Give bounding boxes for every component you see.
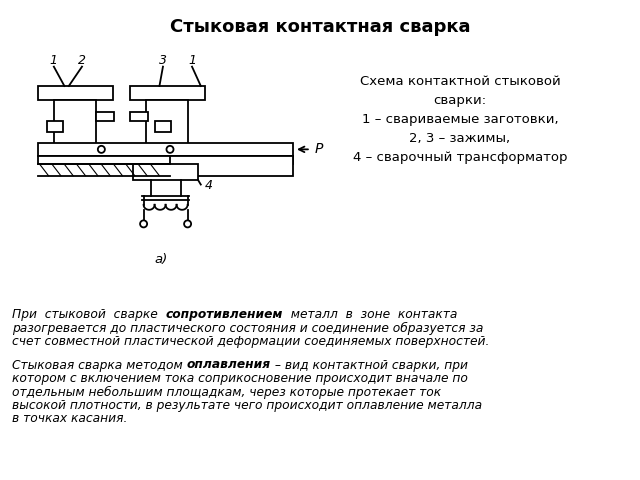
- Bar: [131, 86, 205, 100]
- Bar: [133, 164, 198, 180]
- Text: отдельным небольшим площадкам, через которые протекает ток: отдельным небольшим площадкам, через кот…: [12, 385, 441, 398]
- Text: P: P: [314, 143, 323, 156]
- Bar: [38, 86, 113, 100]
- Bar: [131, 112, 148, 121]
- Text: в точках касания.: в точках касания.: [12, 412, 127, 425]
- Text: разогревается до пластического состояния и соединение образуется за: разогревается до пластического состояния…: [12, 322, 483, 335]
- Bar: [155, 121, 171, 132]
- Text: а): а): [155, 253, 168, 266]
- Text: высокой плотности, в результате чего происходит оплавление металла: высокой плотности, в результате чего про…: [12, 399, 482, 412]
- Text: металл  в  зоне  контакта: металл в зоне контакта: [283, 308, 457, 321]
- Text: оплавления: оплавления: [187, 359, 271, 372]
- Text: котором с включением тока соприкосновение происходит вначале по: котором с включением тока соприкосновени…: [12, 372, 468, 385]
- Text: 1: 1: [188, 54, 196, 67]
- Text: счет совместной пластической деформации соединяемых поверхностей.: счет совместной пластической деформации …: [12, 335, 490, 348]
- Bar: [96, 112, 114, 121]
- Text: 2: 2: [78, 54, 86, 67]
- Text: Стыковая сварка методом: Стыковая сварка методом: [12, 359, 187, 372]
- Text: 3: 3: [159, 54, 167, 67]
- Text: При  стыковой  сварке: При стыковой сварке: [12, 308, 166, 321]
- Circle shape: [140, 220, 147, 228]
- Bar: [47, 121, 63, 132]
- Bar: [170, 156, 293, 176]
- Circle shape: [166, 146, 173, 153]
- Bar: [38, 143, 293, 156]
- Bar: [54, 100, 96, 160]
- Text: – вид контактной сварки, при: – вид контактной сварки, при: [271, 359, 468, 372]
- Circle shape: [98, 146, 105, 153]
- Text: 1: 1: [50, 54, 58, 67]
- Bar: [38, 156, 293, 164]
- Text: Схема контактной стыковой
сварки:
1 – свариваемые заготовки,
2, 3 – зажимы,
4 – : Схема контактной стыковой сварки: 1 – св…: [353, 75, 567, 164]
- Text: 4: 4: [205, 179, 213, 192]
- Bar: [147, 100, 189, 160]
- Circle shape: [184, 220, 191, 228]
- Text: Стыковая контактная сварка: Стыковая контактная сварка: [170, 18, 470, 36]
- Text: сопротивлением: сопротивлением: [166, 308, 283, 321]
